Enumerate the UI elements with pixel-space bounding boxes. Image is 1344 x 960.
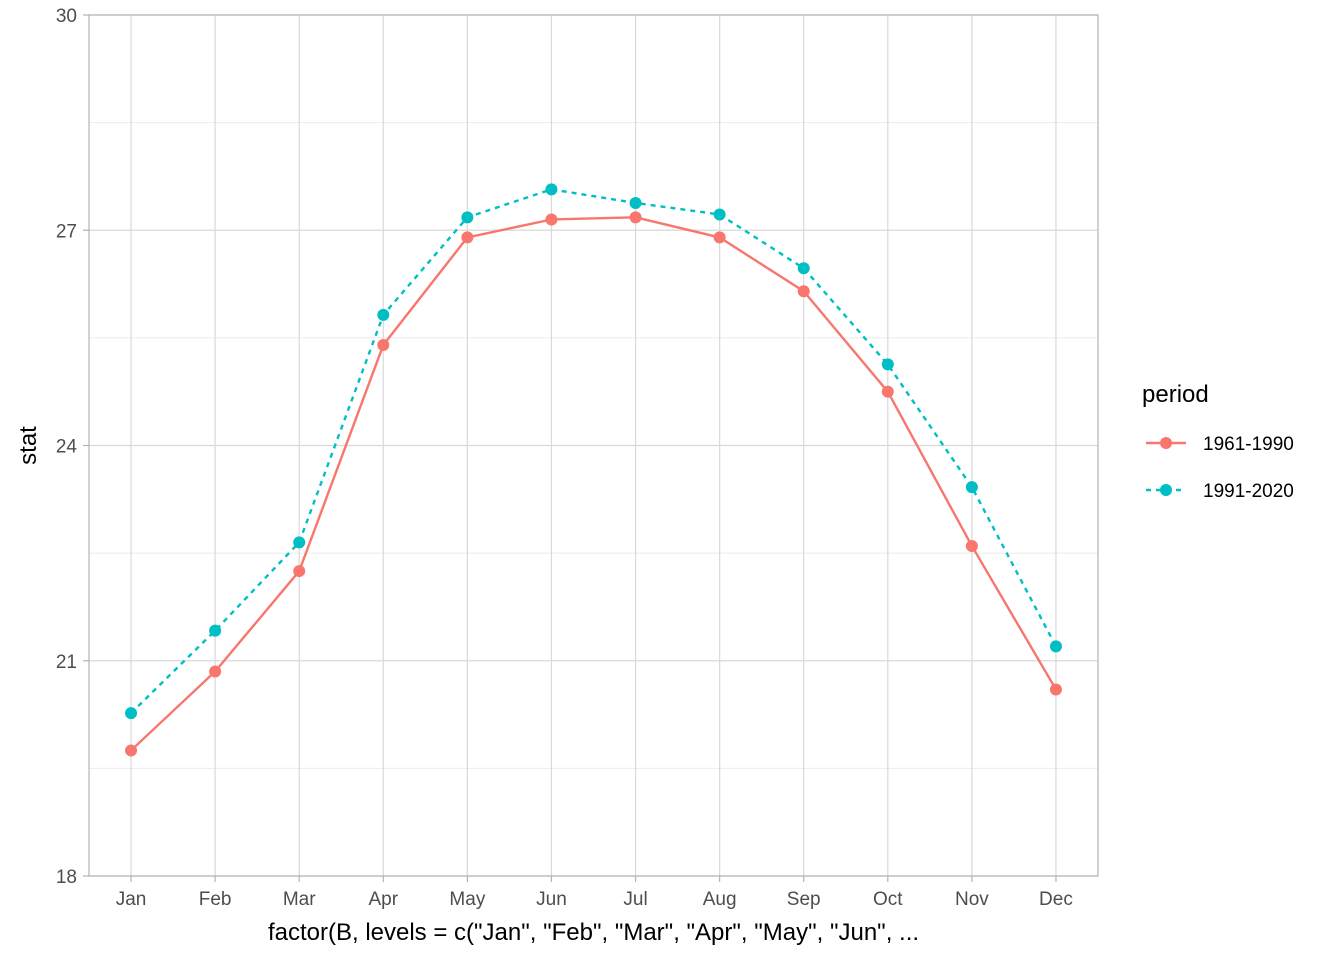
data-point xyxy=(713,208,726,221)
data-point xyxy=(1049,640,1062,653)
x-tick-label: Dec xyxy=(1039,889,1073,910)
data-point xyxy=(629,196,642,209)
data-point xyxy=(377,339,390,352)
legend-title: period xyxy=(1142,381,1209,408)
y-tick-label: 18 xyxy=(56,867,77,888)
legend-label: 1961-1990 xyxy=(1203,434,1294,455)
y-axis-tick-labels: 18 21 24 27 30 xyxy=(56,6,89,888)
y-tick-label: 30 xyxy=(56,6,77,27)
data-point xyxy=(797,285,810,298)
x-tick-label: May xyxy=(449,889,485,910)
series-line xyxy=(130,188,1058,714)
legend-item: 1961-1990 xyxy=(1146,434,1294,455)
data-point xyxy=(209,665,222,678)
x-axis-tick-labels: Jan Feb Mar Apr May Jun Jul Aug Sep Oct Nov Dec xyxy=(116,876,1073,910)
data-point xyxy=(461,211,474,224)
y-tick-label: 21 xyxy=(56,652,77,673)
y-axis-title: stat xyxy=(15,426,42,465)
legend-key-point xyxy=(1160,484,1172,496)
legend-key-point xyxy=(1160,437,1172,449)
data-point xyxy=(545,213,558,226)
x-tick-label: Feb xyxy=(199,889,232,910)
data-point xyxy=(965,539,978,552)
data-point xyxy=(293,536,306,549)
series-layer xyxy=(125,183,1062,757)
x-tick-label: Apr xyxy=(369,889,399,910)
x-tick-label: Aug xyxy=(703,889,737,910)
y-tick-label: 27 xyxy=(56,221,77,242)
data-point xyxy=(293,565,306,578)
data-point xyxy=(881,385,894,398)
x-tick-label: Sep xyxy=(787,889,821,910)
series-1961-1990 xyxy=(125,211,1062,757)
data-point xyxy=(461,231,474,244)
series-1991-2020 xyxy=(125,183,1062,720)
x-tick-label: Nov xyxy=(955,889,989,910)
legend-item: 1991-2020 xyxy=(1146,481,1294,502)
x-tick-label: Jul xyxy=(623,889,647,910)
data-point xyxy=(629,211,642,224)
data-point xyxy=(797,262,810,275)
data-point xyxy=(1049,683,1062,696)
series-line xyxy=(130,216,1057,752)
data-point xyxy=(209,624,222,637)
legend: period 1961-1990 1991-2020 xyxy=(1142,381,1294,502)
grid-lines xyxy=(89,14,1098,877)
data-point xyxy=(125,744,138,757)
legend-items: 1961-1990 1991-2020 xyxy=(1146,434,1294,502)
data-point xyxy=(377,308,390,321)
data-point xyxy=(125,707,138,720)
legend-label: 1991-2020 xyxy=(1203,481,1294,502)
x-tick-label: Jan xyxy=(116,889,147,910)
data-point xyxy=(713,231,726,244)
x-tick-label: Oct xyxy=(873,889,903,910)
x-tick-label: Mar xyxy=(283,889,316,910)
y-tick-label: 24 xyxy=(56,437,78,458)
x-axis-title: factor(B, levels = c("Jan", "Feb", "Mar"… xyxy=(268,919,919,946)
x-tick-label: Jun xyxy=(536,889,567,910)
data-point xyxy=(545,183,558,196)
data-point xyxy=(965,481,978,494)
data-point xyxy=(881,358,894,371)
